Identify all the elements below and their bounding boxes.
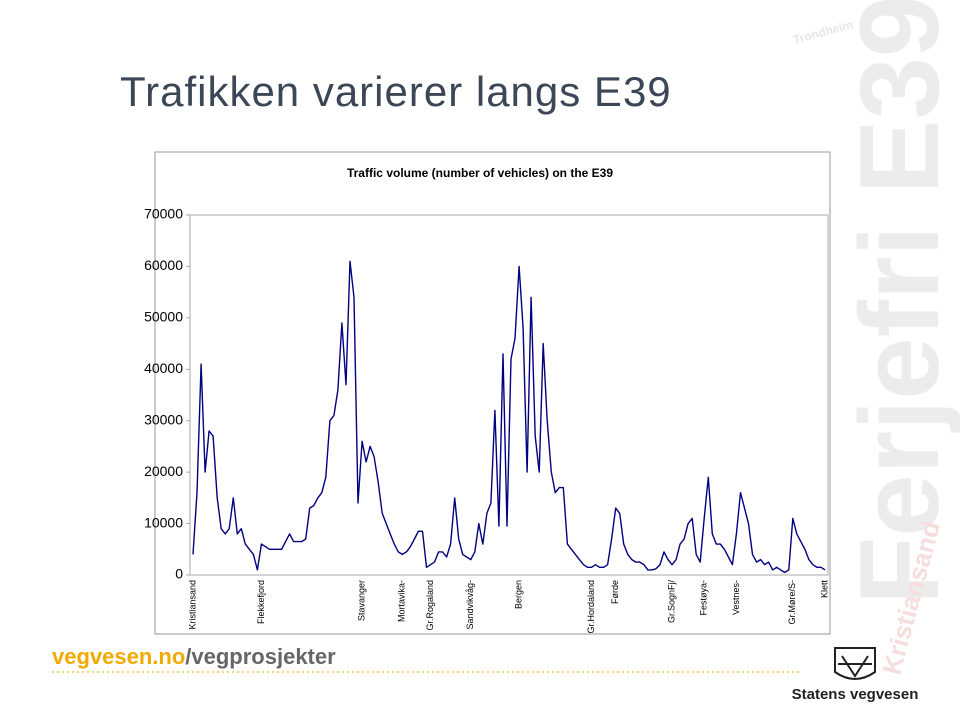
x-tick-label: Gr.SognFj/ [666,580,676,624]
x-tick-label: Klett [819,580,829,599]
chart: 0 10000 20000 30000 40000 50000 60000 70000 Kris… [144,206,829,634]
y-tick-label: 60000 [144,257,183,273]
x-tick-label: Mortavika- [397,580,407,622]
y-tick-label: 10000 [144,514,183,530]
y-tick-label: 30000 [144,411,183,427]
x-tick-label: Førde [610,580,620,604]
plot-area [189,214,829,576]
logo [834,647,876,680]
y-tick-label: 20000 [144,463,183,479]
y-tick-label: 50000 [144,309,183,325]
slide-title: Trafikken varierer langs E39 [120,68,672,115]
line [192,260,826,574]
x-tick-label: Flekkefjord [256,580,266,624]
y-tick-label: 40000 [144,360,183,376]
x-tick-label: Bergen [513,580,523,609]
x-tick-label: Gr.Rogaland [425,580,435,631]
watermark: Ferjefri E39 [837,0,960,605]
x-tick-label: Vestnes- [731,580,741,615]
footer-site: vegvesen.no/vegprosjekter [52,644,336,669]
x-tick-label: Gr.Møre/S- [787,580,797,625]
y-tick-label: 70000 [144,206,183,222]
logo-text: Statens vegvesen [792,686,919,703]
y-tick-label: 0 [175,566,183,582]
x-tick-label: Sandvikvåg- [465,580,475,630]
x-tick-label: Gr.Hordaland [586,580,596,634]
chart-frame [154,151,831,635]
x-tick-label: Kristiansand [187,580,197,630]
x-tick-label: Festøya- [699,580,709,616]
x-tick-label: Stavanger [356,580,366,621]
chart-title: Traffic volume (number of vehicles) on t… [347,166,613,180]
